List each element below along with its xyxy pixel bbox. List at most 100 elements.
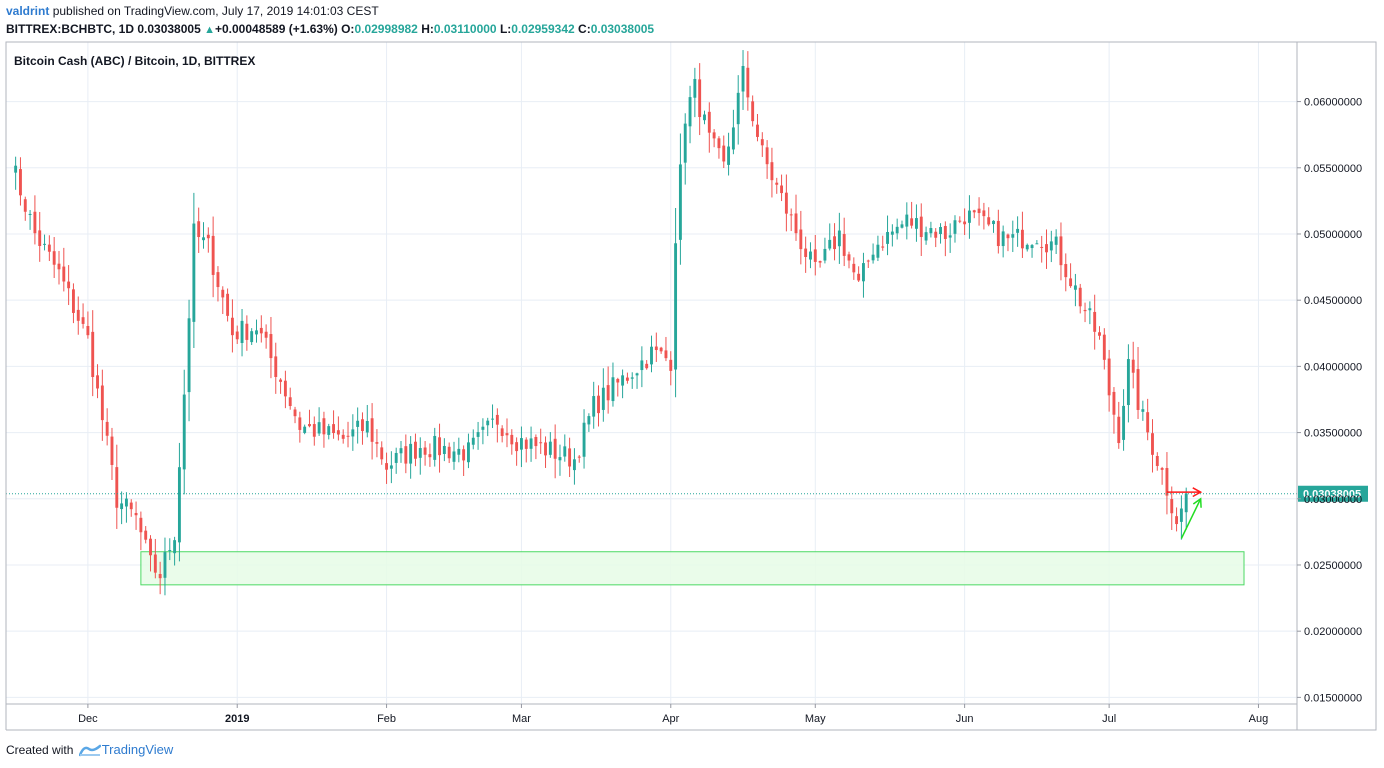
candle-body xyxy=(438,437,441,456)
candle-body xyxy=(43,243,46,245)
author-link[interactable]: valdrint xyxy=(6,4,50,18)
candle-body xyxy=(192,223,196,322)
candle-body xyxy=(1040,246,1044,248)
candle-body xyxy=(770,162,774,181)
candle-body xyxy=(1141,409,1145,412)
candle-body xyxy=(409,443,413,464)
price-axis[interactable]: 0.06000000 0.05500000 0.05000000 0.04500000… xyxy=(1297,97,1362,705)
support-zone-rect xyxy=(140,551,1245,586)
candle-body xyxy=(789,214,793,216)
candle-body xyxy=(163,552,167,578)
candle-body xyxy=(929,228,933,234)
last-price-badge xyxy=(1298,485,1368,502)
high-label: H: xyxy=(421,22,434,36)
candle-body xyxy=(1155,455,1159,466)
candle-body xyxy=(674,243,678,370)
candle-body xyxy=(283,380,287,397)
candle-body xyxy=(539,442,543,444)
candle-body xyxy=(862,263,865,282)
candle-body xyxy=(722,145,726,162)
x-tick-label: May xyxy=(805,713,826,725)
candle-body xyxy=(953,220,957,234)
x-tick-label: 2019 xyxy=(225,713,249,725)
candle-body xyxy=(173,540,177,554)
candle-body xyxy=(380,447,384,460)
candle-body xyxy=(977,208,981,214)
candle-body xyxy=(481,426,485,430)
candle-body xyxy=(404,446,408,464)
candle-body xyxy=(418,448,422,458)
candle-body xyxy=(462,449,466,461)
candle-body xyxy=(707,111,711,133)
candle-body xyxy=(486,420,490,426)
candle-body xyxy=(645,363,649,369)
candle-body xyxy=(794,213,798,234)
candle-body xyxy=(1184,493,1188,513)
candle-body xyxy=(120,503,124,510)
time-axis[interactable]: Dec 2019 Feb Mar Apr May Jun Jul Aug xyxy=(78,704,1268,725)
candle-body xyxy=(635,373,639,376)
candle-body xyxy=(389,465,393,469)
y-tick-label: 0.03500000 xyxy=(1304,428,1362,440)
candle-body xyxy=(1064,264,1068,278)
candle-body xyxy=(703,114,706,121)
candle-body xyxy=(67,281,71,289)
annotations-layer xyxy=(1166,487,1203,539)
candle-body xyxy=(1006,234,1010,239)
candle-body xyxy=(895,226,899,234)
candle-body xyxy=(558,457,562,461)
candle-body xyxy=(428,454,432,458)
candle-body xyxy=(47,244,51,252)
candle-body xyxy=(712,132,716,139)
candle-body xyxy=(544,442,547,456)
candle-body xyxy=(823,248,827,261)
green-arrow-head xyxy=(1192,497,1202,508)
candle-body xyxy=(818,261,822,263)
candle-body xyxy=(279,379,283,382)
candle-body xyxy=(910,218,914,226)
candle-body xyxy=(399,448,403,454)
candle-body xyxy=(958,220,962,222)
y-tick-label: 0.06000000 xyxy=(1304,97,1362,109)
candle-body xyxy=(1059,236,1063,266)
symbol-label[interactable]: BITTREX:BCHBTC, 1D xyxy=(6,22,134,36)
y-tick-label: 0.03000000 xyxy=(1304,494,1362,506)
candle-body xyxy=(1069,278,1073,287)
candle-body xyxy=(519,438,523,450)
candle-body xyxy=(987,217,991,225)
candle-body xyxy=(563,446,567,457)
candle-body xyxy=(149,538,152,556)
candle-body xyxy=(650,346,653,365)
candle-body xyxy=(105,421,109,436)
candle-body xyxy=(813,249,817,262)
low-value: 0.02959342 xyxy=(511,22,575,36)
candle-body xyxy=(1151,433,1154,455)
candle-body xyxy=(881,246,885,248)
candle-body xyxy=(211,235,215,275)
candle-body xyxy=(842,234,846,256)
candle-body xyxy=(784,192,788,214)
candle-body xyxy=(182,394,186,470)
price-change: +0.00048589 (+1.63%) xyxy=(214,22,338,36)
open-label: O: xyxy=(341,22,355,36)
candle-body xyxy=(168,550,172,552)
tradingview-brand-link[interactable]: TradingView xyxy=(101,742,174,757)
x-tick-label: Aug xyxy=(1249,713,1269,725)
tradingview-logo-icon xyxy=(78,744,101,757)
candle-body xyxy=(52,251,56,265)
candle-body xyxy=(775,182,779,185)
candle-body xyxy=(698,79,702,118)
candle-body xyxy=(370,418,374,442)
publish-info: valdrint published on TradingView.com, J… xyxy=(6,4,379,18)
candle-body xyxy=(524,439,528,449)
candle-body xyxy=(572,459,576,471)
candle-body xyxy=(457,448,461,455)
candle-body xyxy=(1011,234,1015,238)
candle-body xyxy=(871,254,875,261)
published-text: published on TradingView.com, July 17, 2… xyxy=(52,4,379,18)
candle-body xyxy=(727,146,731,165)
candle-body xyxy=(529,438,533,449)
y-tick-label: 0.04000000 xyxy=(1304,361,1362,373)
y-tick-label: 0.02000000 xyxy=(1304,626,1362,638)
